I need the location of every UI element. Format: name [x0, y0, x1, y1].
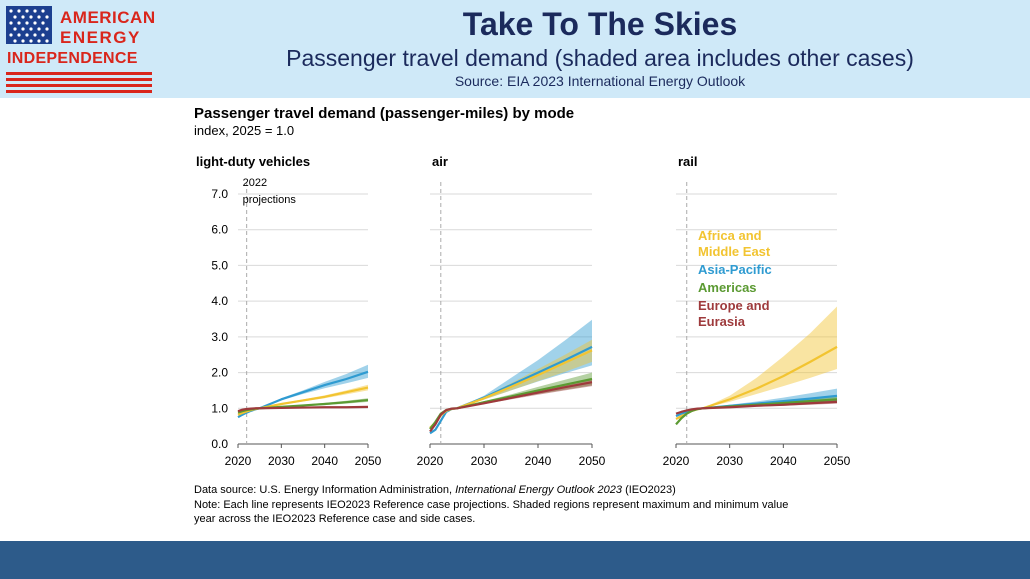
logo-text-energy: ENERGY [60, 28, 141, 47]
legend-entry-0-1: Middle East [698, 244, 771, 259]
legend-entry-1-0: Asia-Pacific [698, 262, 772, 277]
panel-0: light-duty vehicles 0.0 1.0 2.0 3.0 4.0 5.0 6.0… [196, 154, 382, 468]
x-tick-label: 2050 [579, 454, 606, 468]
x-tick-label: 2040 [525, 454, 552, 468]
projection-marker-year: 2022 [243, 177, 267, 189]
panel-title-0: light-duty vehicles [196, 154, 310, 169]
note-line-3: year across the IEO2023 Reference case a… [194, 513, 475, 525]
logo-stripes-icon [6, 72, 152, 93]
company-logo: AMERICAN ENERGY INDEPENDENCE [6, 6, 156, 94]
x-tick-label: 2050 [824, 454, 851, 468]
note-line-1: Data source: U.S. Energy Information Adm… [194, 484, 676, 496]
note-line-2: Note: Each line represents IEO2023 Refer… [194, 499, 788, 511]
note-line-1-suffix: (IEO2023) [622, 484, 676, 496]
y-tick-label: 7.0 [211, 187, 228, 201]
panel-title-1: air [432, 154, 448, 169]
series-line-0-3 [237, 405, 369, 413]
legend-entry-2-0: Americas [698, 280, 757, 295]
legend-entry-3-1: Eurasia [698, 314, 746, 329]
x-tick-label: 2020 [225, 454, 252, 468]
y-tick-label: 1.0 [211, 401, 228, 415]
series-line-2-3 [675, 400, 838, 415]
x-tick-label: 2020 [663, 454, 690, 468]
panel-title-2: rail [678, 154, 698, 169]
panel-1: air 2020 2030 2040 2050 [417, 154, 606, 468]
y-tick-label: 4.0 [211, 294, 228, 308]
x-tick-label: 2030 [471, 454, 498, 468]
slide-header: AMERICAN ENERGY INDEPENDENCE Take To The… [0, 0, 1030, 98]
slide-title: Take To The Skies [462, 6, 738, 42]
y-tick-label: 3.0 [211, 330, 228, 344]
slide-footer-bar [0, 541, 1030, 579]
us-flag-icon [6, 6, 52, 44]
band-1-3 [430, 378, 592, 432]
series-line-1-3 [429, 381, 593, 433]
panel-2: rail 2020 2030 2040 2050 [663, 154, 851, 468]
note-line-1-prefix: Data source: U.S. Energy Information Adm… [194, 484, 455, 496]
slide-source: Source: EIA 2023 International Energy Ou… [454, 73, 746, 89]
x-tick-label: 2030 [268, 454, 295, 468]
x-tick-label: 2040 [311, 454, 338, 468]
chart-svg: Passenger travel demand (passenger-miles… [194, 105, 851, 525]
slide-subtitle: Passenger travel demand (shaded area inc… [286, 45, 914, 71]
band-1-1 [430, 339, 592, 428]
chart-index-label: index, 2025 = 1.0 [194, 123, 294, 138]
band-2-0 [676, 306, 837, 419]
x-tick-label: 2030 [716, 454, 743, 468]
y-tick-label: 5.0 [211, 258, 228, 272]
y-tick-label: 2.0 [211, 366, 228, 380]
note-line-1-italic: International Energy Outlook 2023 [455, 484, 623, 496]
chart-panels: light-duty vehicles 0.0 1.0 2.0 3.0 4.0 5.0 6.0… [196, 154, 851, 468]
chart-title: Passenger travel demand (passenger-miles… [194, 105, 574, 122]
band-2-1 [676, 388, 837, 417]
y-tick-label: 6.0 [211, 223, 228, 237]
x-tick-label: 2020 [417, 454, 444, 468]
legend-entry-3-0: Europe and [698, 298, 770, 313]
chart-panel: Passenger travel demand (passenger-miles… [182, 98, 878, 540]
x-tick-label: 2050 [355, 454, 382, 468]
logo-text-american: AMERICAN [60, 8, 156, 27]
logo-text-independence: INDEPENDENCE [7, 50, 138, 67]
projection-marker-label: projections [243, 194, 297, 206]
legend-entry-0-0: Africa and [698, 228, 762, 243]
y-tick-label: 0.0 [211, 437, 228, 451]
series-line-0-0 [237, 370, 369, 419]
x-tick-label: 2040 [770, 454, 797, 468]
